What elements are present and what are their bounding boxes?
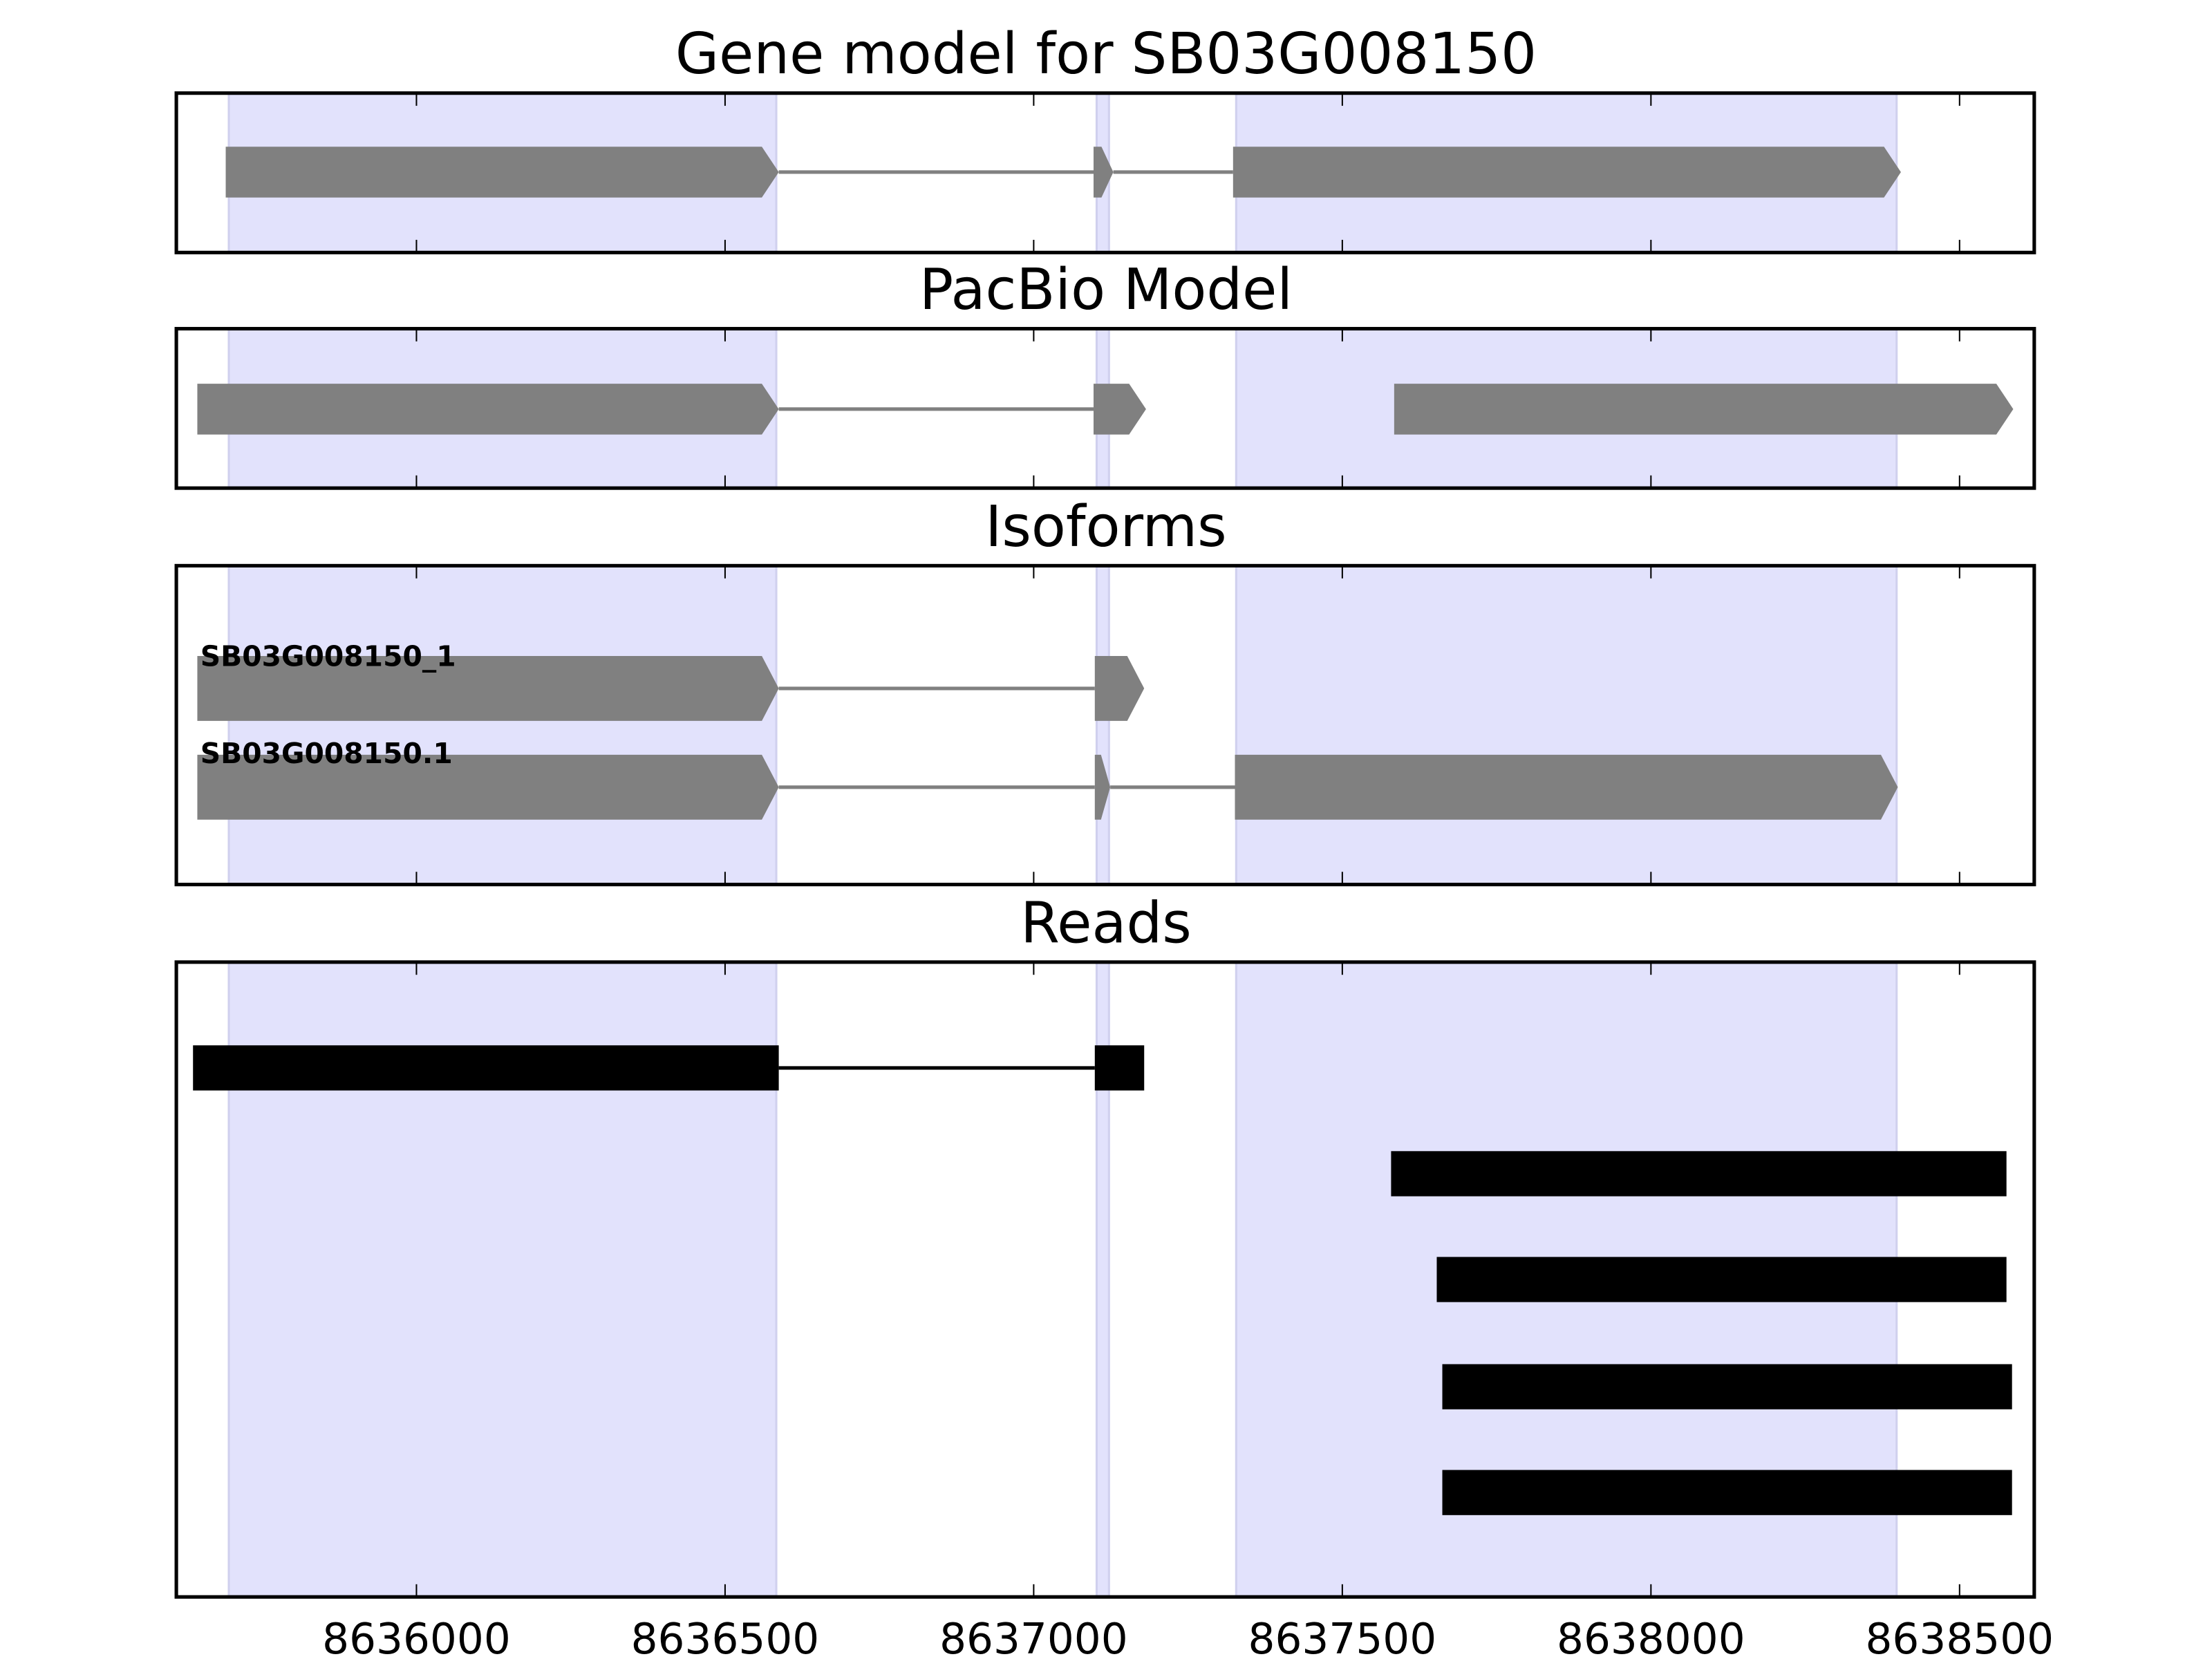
- exon-arrow: [197, 384, 779, 435]
- x-tick-label: 8637500: [1248, 1615, 1437, 1659]
- exon-arrow: [1094, 754, 1111, 820]
- exon-arrow: [1235, 754, 1898, 820]
- x-tick-label: 8637000: [939, 1615, 1128, 1659]
- x-tick-label: 8636000: [322, 1615, 511, 1659]
- exon-arrow: [197, 754, 779, 820]
- exon-shade-region: [1235, 564, 1898, 886]
- read-block: [1094, 1045, 1145, 1091]
- exon-shade-region: [227, 564, 778, 886]
- x-tick-label: 8638500: [1865, 1615, 2054, 1659]
- read-block: [1436, 1257, 2007, 1302]
- isoform-label-2: SB03G008150.1: [200, 737, 453, 770]
- panel-title-reads: Reads: [1020, 890, 1192, 956]
- exon-arrow: [225, 147, 779, 198]
- exon-arrow: [1232, 147, 1901, 198]
- exon-arrow: [1394, 384, 2014, 435]
- read-block: [1442, 1364, 2012, 1409]
- panel-frame: [174, 326, 2036, 490]
- read-block: [1391, 1151, 2007, 1197]
- exon-arrow: [1094, 147, 1114, 198]
- x-tick-label: 8638000: [1557, 1615, 1745, 1659]
- panel-title-pacbio: PacBio Model: [919, 257, 1293, 323]
- panel-title-isoforms: Isoforms: [985, 494, 1226, 560]
- exon-arrow: [197, 655, 779, 721]
- panel-title-gene-model: Gene model for SB03G008150: [675, 21, 1537, 87]
- panel-frame: [174, 563, 2036, 887]
- read-block: [193, 1045, 779, 1091]
- panel-frame: [174, 91, 2036, 254]
- x-tick-label: 8636500: [631, 1615, 820, 1659]
- exon-shade-region: [1095, 564, 1110, 886]
- exon-arrow: [1094, 384, 1146, 435]
- exon-arrow: [1094, 655, 1145, 721]
- isoform-label-1: SB03G008150_1: [200, 639, 456, 673]
- panel-frame: [174, 960, 2036, 1599]
- read-block: [1442, 1470, 2012, 1515]
